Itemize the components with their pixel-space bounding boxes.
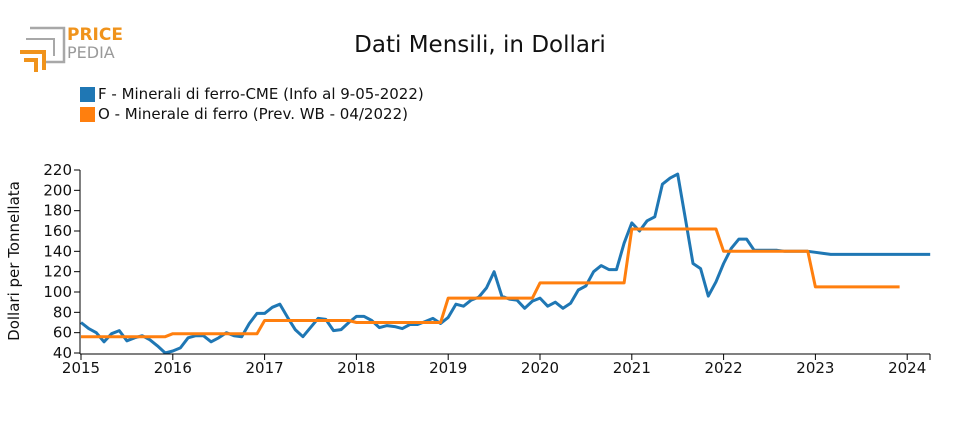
y-tick-label: 140 xyxy=(43,242,72,260)
chart-title: Dati Mensili, in Dollari xyxy=(354,32,606,58)
y-tick-label: 80 xyxy=(53,303,72,321)
legend: F - Minerali di ferro-CME (Info al 9-05-… xyxy=(80,84,424,124)
legend-item-wb[interactable]: O - Minerale di ferro (Prev. WB - 04/202… xyxy=(80,104,424,124)
y-tick-label: 200 xyxy=(43,181,72,199)
x-tick-label: 2024 xyxy=(888,359,926,377)
x-tick-label: 2017 xyxy=(246,359,284,377)
pricepedia-logo xyxy=(20,26,130,74)
legend-item-cme[interactable]: F - Minerali di ferro-CME (Info al 9-05-… xyxy=(80,84,424,104)
series-line-1 xyxy=(81,227,900,339)
y-tick-label: 100 xyxy=(43,283,72,301)
legend-label-wb: O - Minerale di ferro (Prev. WB - 04/202… xyxy=(98,105,408,123)
y-tick-label: 120 xyxy=(43,263,72,281)
logo-mark-icon xyxy=(20,26,66,72)
y-tick-label: 220 xyxy=(43,161,72,179)
logo-text-pedia: PEDIA xyxy=(67,43,115,62)
series-line-0 xyxy=(80,172,931,355)
x-tick-label: 2022 xyxy=(705,359,743,377)
legend-swatch-blue xyxy=(80,86,95,102)
y-tick-label: 180 xyxy=(43,202,72,220)
legend-label-cme: F - Minerali di ferro-CME (Info al 9-05-… xyxy=(98,85,424,103)
x-tick-label: 2015 xyxy=(62,359,100,377)
x-tick-label: 2018 xyxy=(337,359,375,377)
x-tick-label: 2023 xyxy=(796,359,834,377)
y-tick-label: 160 xyxy=(43,222,72,240)
x-tick-label: 2016 xyxy=(154,359,192,377)
x-tick-label: 2020 xyxy=(521,359,559,377)
x-tick-label: 2021 xyxy=(613,359,651,377)
x-tick-label: 2019 xyxy=(429,359,467,377)
logo-text-price: PRICE xyxy=(67,25,123,45)
legend-swatch-orange xyxy=(80,106,95,122)
y-tick-label: 60 xyxy=(53,324,72,342)
y-tick-label: 40 xyxy=(53,344,72,362)
